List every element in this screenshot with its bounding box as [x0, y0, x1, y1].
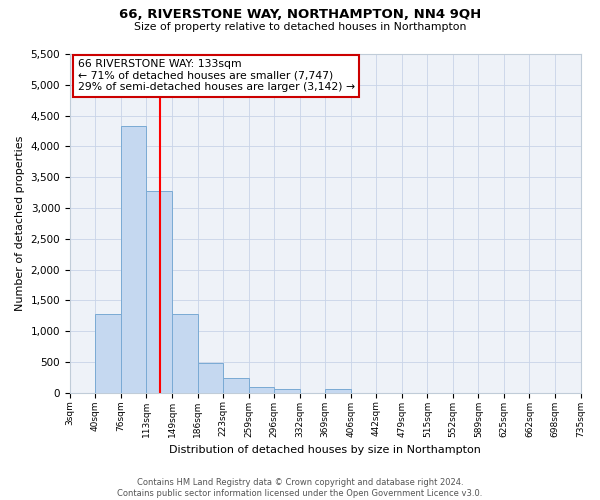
- Text: Contains HM Land Registry data © Crown copyright and database right 2024.
Contai: Contains HM Land Registry data © Crown c…: [118, 478, 482, 498]
- Text: 66, RIVERSTONE WAY, NORTHAMPTON, NN4 9QH: 66, RIVERSTONE WAY, NORTHAMPTON, NN4 9QH: [119, 8, 481, 20]
- Text: Size of property relative to detached houses in Northampton: Size of property relative to detached ho…: [134, 22, 466, 32]
- Bar: [95, 314, 121, 392]
- Bar: [197, 363, 223, 392]
- Bar: [121, 126, 146, 392]
- Bar: [146, 190, 172, 392]
- Bar: [274, 390, 299, 392]
- Text: 66 RIVERSTONE WAY: 133sqm
← 71% of detached houses are smaller (7,747)
29% of se: 66 RIVERSTONE WAY: 133sqm ← 71% of detac…: [77, 59, 355, 92]
- Bar: [325, 390, 351, 392]
- Bar: [248, 387, 274, 392]
- Bar: [172, 314, 197, 392]
- X-axis label: Distribution of detached houses by size in Northampton: Distribution of detached houses by size …: [169, 445, 481, 455]
- Bar: [223, 378, 248, 392]
- Y-axis label: Number of detached properties: Number of detached properties: [15, 136, 25, 311]
